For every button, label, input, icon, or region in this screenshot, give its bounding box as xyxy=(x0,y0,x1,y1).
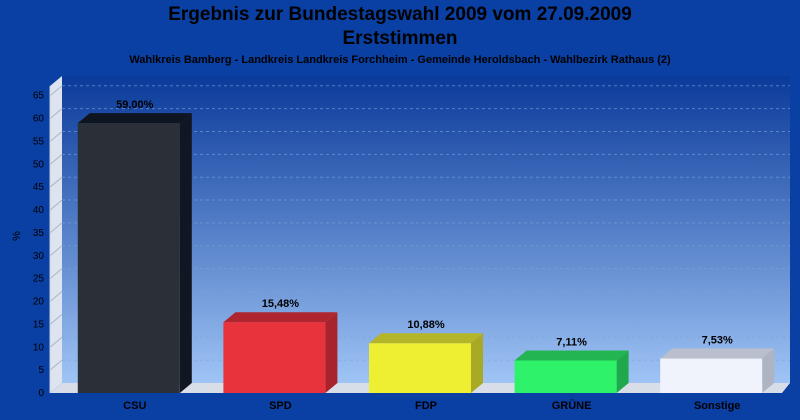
y-axis-label: % xyxy=(11,231,23,241)
y-tick-label: 60 xyxy=(33,114,45,125)
gridline-side xyxy=(49,359,63,371)
bar-value-label: 15,48% xyxy=(262,298,300,310)
bar-spd xyxy=(223,312,338,393)
gridline-side xyxy=(49,314,63,325)
y-tick-label: 65 xyxy=(33,91,45,102)
gridline-side xyxy=(49,222,63,234)
x-category-label: Sonstige xyxy=(694,400,740,412)
chart-caption: Wahlkreis Bamberg - Landkreis Landkreis … xyxy=(129,54,671,66)
bar-top xyxy=(514,350,629,361)
y-tick-label: 0 xyxy=(38,388,44,399)
gridline-side xyxy=(49,85,63,97)
bar-value-label: 7,53% xyxy=(702,335,733,347)
chart-title: Ergebnis zur Bundestagswahl 2009 vom 27.… xyxy=(168,4,632,25)
gridline-side xyxy=(49,291,63,302)
x-category-label: GRÜNE xyxy=(552,399,592,412)
bar-sonstige xyxy=(660,348,775,393)
gridline-side xyxy=(49,268,63,280)
y-tick-label: 25 xyxy=(33,274,45,285)
bar-csu xyxy=(77,113,192,393)
x-category-label: SPD xyxy=(269,400,292,412)
bar-top xyxy=(223,312,338,323)
y-tick-label: 30 xyxy=(33,251,45,262)
bar-top xyxy=(369,333,483,344)
y-tick-label: 35 xyxy=(33,228,45,239)
bar-grüne xyxy=(514,350,629,393)
bar-front xyxy=(223,322,326,393)
y-tick-label: 50 xyxy=(33,159,45,170)
gridline-side xyxy=(49,131,63,142)
gridline-side xyxy=(49,153,63,165)
bar-value-label: 7,11% xyxy=(556,336,587,348)
bar-side xyxy=(762,348,775,393)
gridline-side xyxy=(49,245,63,257)
y-tick-label: 10 xyxy=(33,342,45,353)
gridline-side xyxy=(49,336,63,348)
y-tick-label: 5 xyxy=(38,365,44,376)
x-category-label: FDP xyxy=(415,400,437,412)
y-tick-label: 40 xyxy=(33,205,45,216)
gridline-side xyxy=(49,108,63,119)
bar-value-label: 59,00% xyxy=(116,99,154,111)
x-category-label: CSU xyxy=(123,400,146,412)
bar-side xyxy=(616,350,629,393)
y-tick-label: 15 xyxy=(33,319,45,330)
bar-front xyxy=(660,358,763,393)
bar-front xyxy=(77,123,180,393)
y-tick-label: 20 xyxy=(33,297,45,308)
bar-top xyxy=(77,113,192,124)
gridline-side xyxy=(49,176,63,188)
gridline-side xyxy=(49,199,63,211)
bar-front xyxy=(369,343,471,393)
bar-side xyxy=(471,333,483,393)
bar-front xyxy=(514,360,617,393)
bar-value-label: 10,88% xyxy=(407,319,445,331)
y-tick-label: 45 xyxy=(33,182,45,193)
bar-side xyxy=(325,312,338,393)
bar-fdp xyxy=(369,333,483,393)
left-wall xyxy=(50,76,62,393)
bar-side xyxy=(179,113,192,393)
chart-subtitle: Erststimmen xyxy=(342,28,458,49)
y-tick-label: 55 xyxy=(33,136,45,147)
bar-top xyxy=(660,348,775,359)
